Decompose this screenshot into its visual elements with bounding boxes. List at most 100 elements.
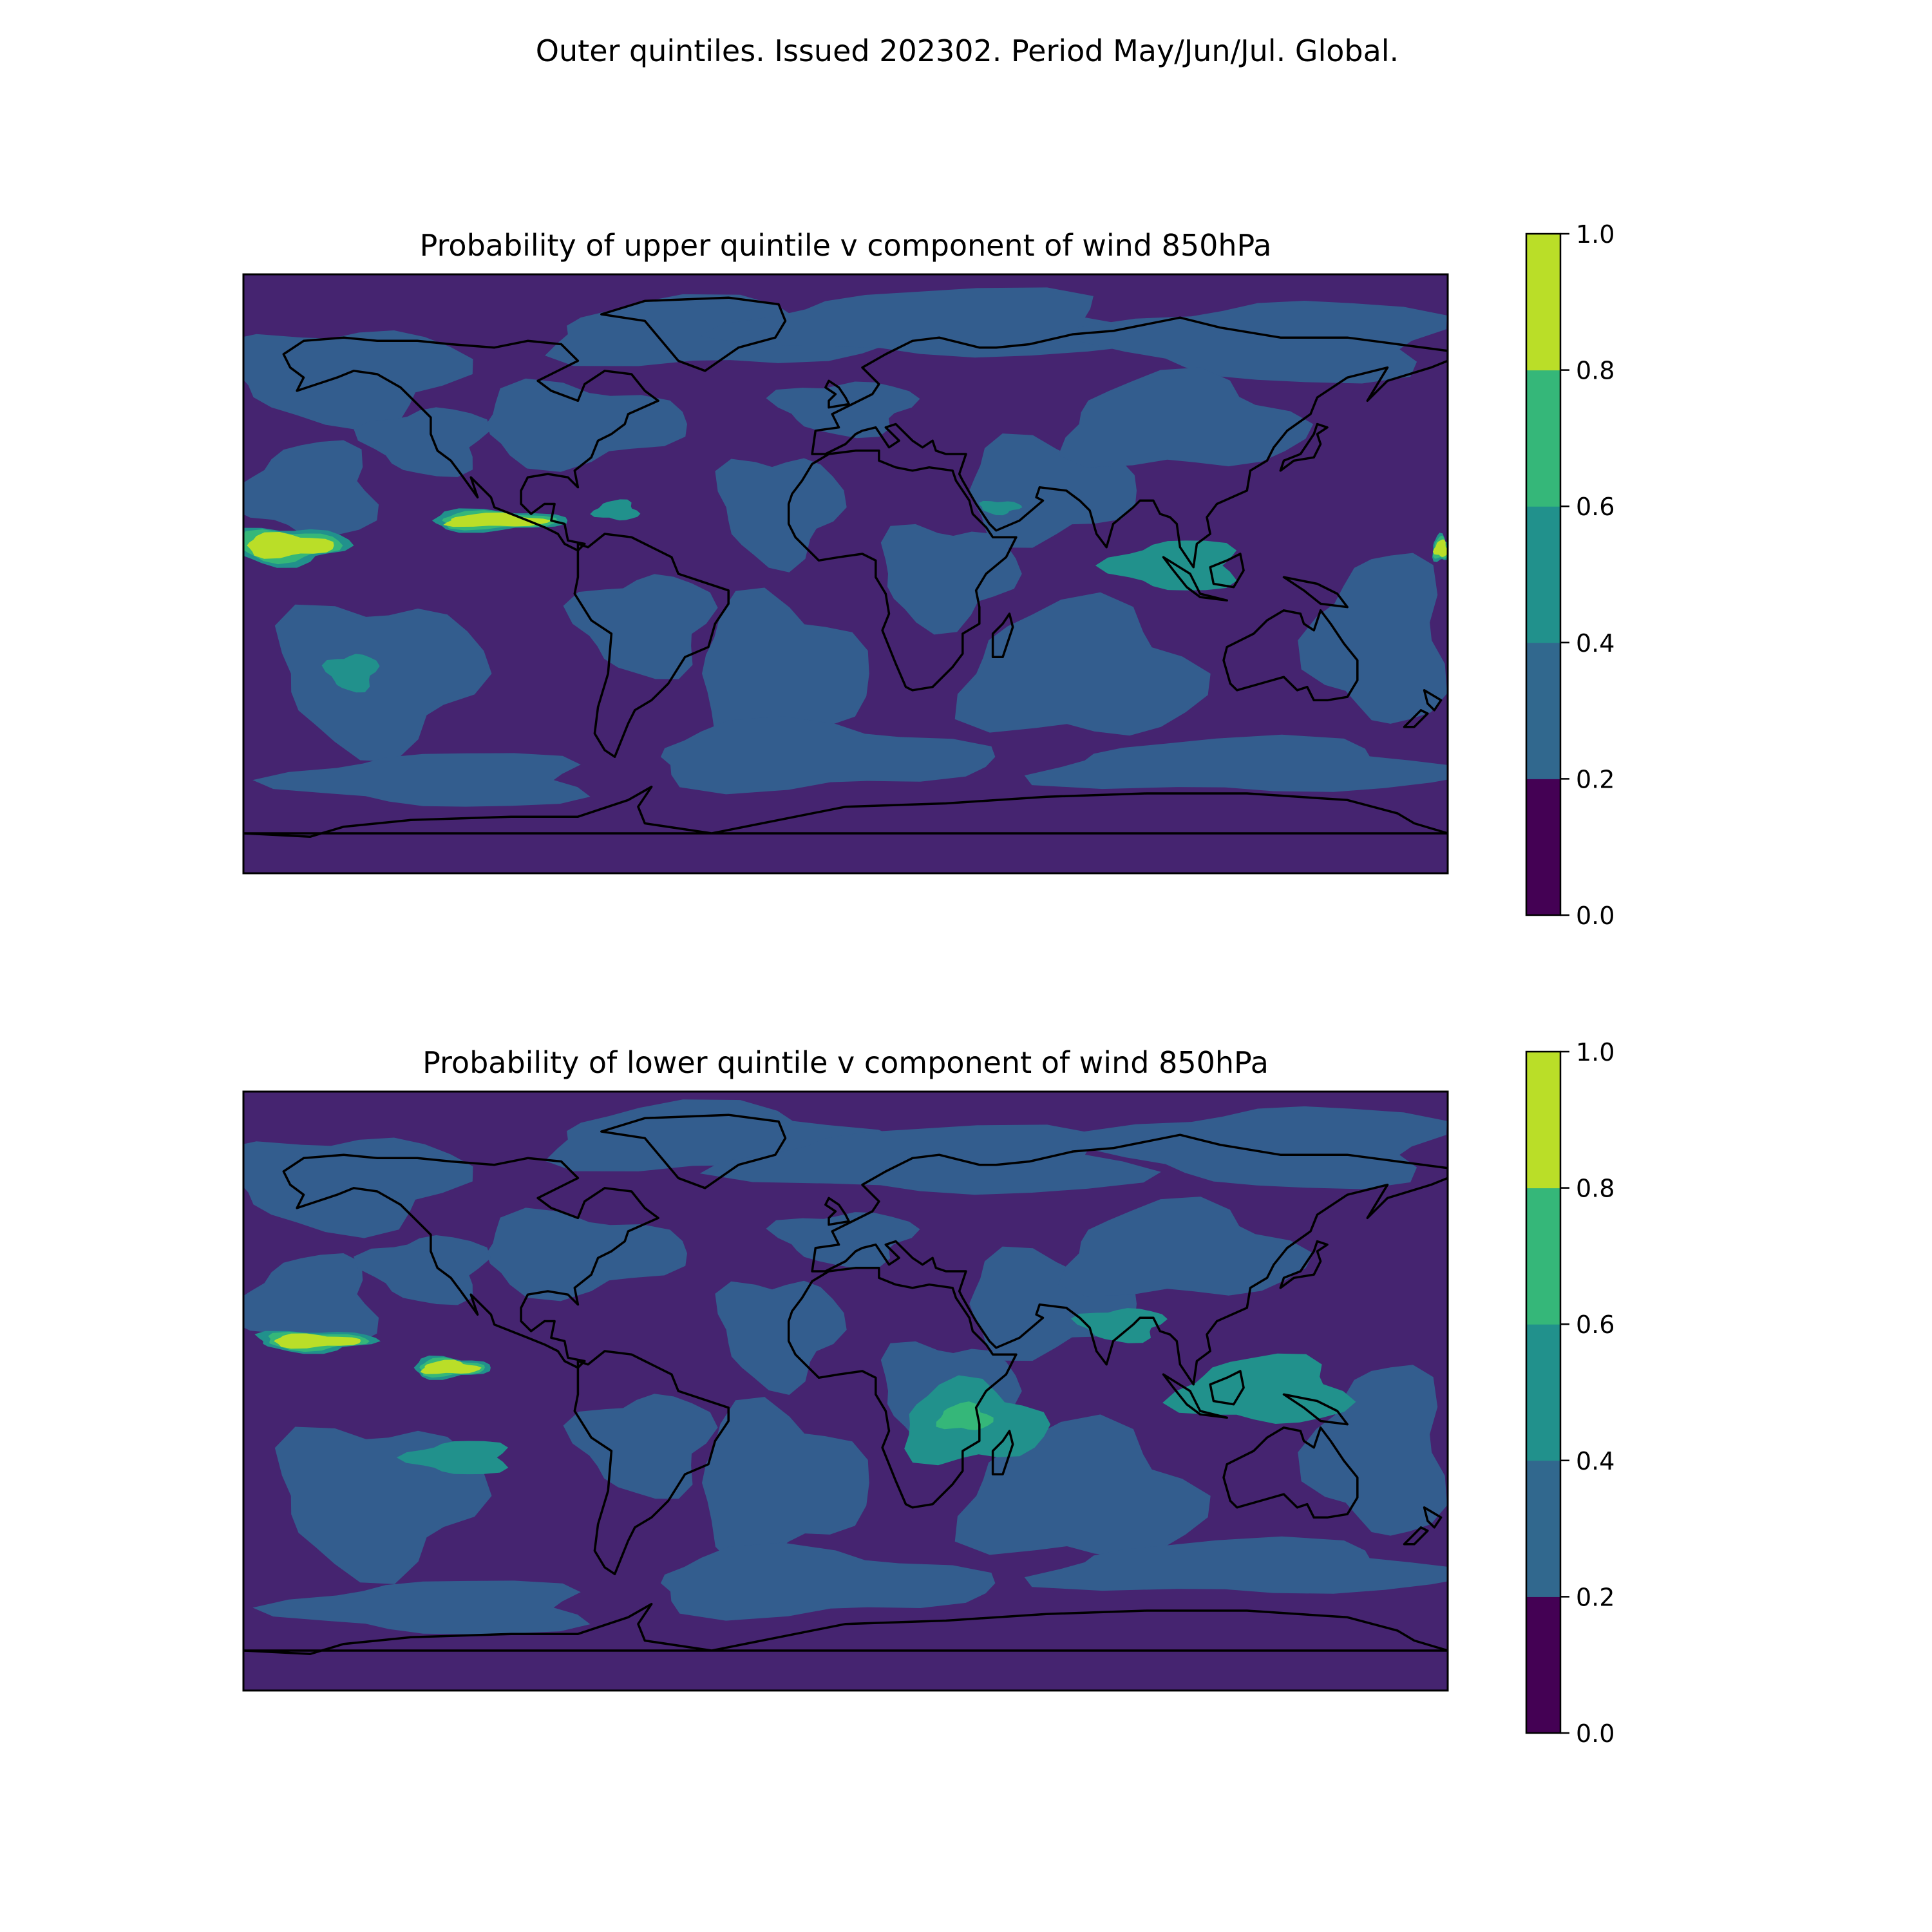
colorbar-tick-label: 0.4 [1576, 1447, 1615, 1475]
panel-lower-title: Probability of lower quintile v componen… [422, 1045, 1269, 1080]
field-level-1 [699, 1124, 1161, 1195]
field-level-1 [1024, 1536, 1448, 1594]
field-level-1 [1077, 301, 1447, 384]
colorbar-frame [1525, 1050, 1562, 1734]
field-level-1 [1058, 367, 1314, 468]
colorbar-segment [1526, 370, 1560, 507]
field-level-2 [979, 500, 1023, 516]
field-level-4 [274, 1333, 361, 1349]
coastline-africa [787, 1267, 1018, 1509]
panel-upper-title: Probability of upper quintile v componen… [420, 228, 1272, 263]
field-level-1 [486, 378, 687, 472]
field-level-1 [715, 1280, 847, 1395]
field-level-1 [954, 592, 1211, 736]
colorbar-tick-label: 0.0 [1576, 1719, 1615, 1748]
colorbar-tick-label: 0.0 [1576, 902, 1615, 930]
field-level-1 [1058, 1197, 1314, 1297]
coastlines [243, 296, 1448, 838]
colorbar-tick-label: 0.6 [1576, 493, 1615, 521]
field-level-4 [443, 512, 552, 527]
coastline-antarctica [243, 1602, 1448, 1655]
field-level-1 [354, 1235, 491, 1305]
field-level-1 [702, 587, 869, 758]
colorbar-tick-label: 1.0 [1576, 1038, 1615, 1066]
coastline-south-america [573, 1350, 730, 1575]
field-level-1 [563, 574, 718, 679]
coastline-eurasia [811, 316, 1448, 569]
field-level-2 [321, 654, 380, 693]
coastline-north-america [282, 1153, 659, 1369]
colorbar-segment [1526, 1052, 1560, 1189]
map-upper-frame [242, 273, 1449, 875]
field-level-2 [1162, 1353, 1356, 1424]
coastline-new-zealand_n [1423, 1506, 1443, 1529]
coastline-japan [1279, 1240, 1329, 1289]
coastline-madagascar [991, 1430, 1014, 1475]
coastline-eurasia [811, 1133, 1448, 1386]
coastline-indonesia [1162, 1373, 1228, 1419]
colorbar-segment [1526, 1460, 1560, 1597]
colorbar-segment [1526, 642, 1560, 779]
coastline-south-america [573, 533, 730, 758]
coastlines [243, 1113, 1448, 1655]
field-level-1 [252, 1580, 591, 1634]
colorbar-segment [1526, 1324, 1560, 1461]
coastline-borneo [1209, 1370, 1245, 1406]
coastline-africa [787, 450, 1018, 692]
coastline-borneo [1209, 553, 1245, 589]
colorbar-tick-label: 1.0 [1576, 220, 1615, 249]
colorbar-tick-label: 0.2 [1576, 765, 1615, 793]
panel-upper: Probability of upper quintile v componen… [242, 220, 1615, 930]
coastline-new-zealand_s [1403, 1526, 1429, 1546]
field-level-1 [243, 1253, 379, 1351]
colorbar-tick-label: 0.2 [1576, 1583, 1615, 1611]
colorbar-upper: 0.0 0.2 0.4 0.6 0.8 1.0 [1525, 220, 1615, 930]
coastline-uk [824, 379, 850, 409]
colorbar-segment [1526, 506, 1560, 643]
coastline-indonesia [1162, 556, 1228, 602]
coastline-madagascar [991, 612, 1014, 658]
map-field [243, 274, 1448, 873]
map-lower-frame [242, 1090, 1449, 1692]
coastline-australia [1222, 609, 1359, 702]
coastline-greenland [600, 296, 787, 372]
field-level-1 [274, 604, 492, 762]
field-level-1 [563, 1394, 718, 1499]
field-level-2 [590, 499, 641, 521]
coastline-antarctica [243, 785, 1448, 838]
coastline-new-zealand_s [1403, 709, 1429, 728]
field-level-4 [420, 1359, 482, 1374]
field-level-1 [252, 753, 591, 807]
field-level-2 [1095, 540, 1237, 591]
field-level-1 [880, 524, 1022, 635]
field-level-1 [243, 330, 473, 431]
figure-suptitle: Outer quintiles. Issued 202302. Period M… [536, 33, 1399, 68]
field-level-1 [1298, 553, 1448, 724]
coastline-uk [824, 1197, 850, 1226]
coastline-greenland [600, 1113, 787, 1189]
coastline-japan [1279, 422, 1329, 472]
coastline-new-guinea [1282, 576, 1349, 609]
coastline-australia [1222, 1426, 1359, 1519]
colorbar-segment [1526, 779, 1560, 916]
coastline-new-guinea [1282, 1393, 1349, 1426]
field-level-1 [660, 1542, 996, 1621]
field-level-1 [715, 458, 847, 573]
field-level-4 [1433, 539, 1448, 557]
colorbar-tick-label: 0.6 [1576, 1311, 1615, 1339]
map-field [243, 1092, 1448, 1690]
field-level-1 [660, 716, 996, 795]
map-upper [243, 274, 1448, 873]
map-lower [243, 1092, 1448, 1690]
colorbar-tick-label: 0.4 [1576, 629, 1615, 658]
colorbar-tick-label: 0.8 [1576, 1175, 1615, 1203]
colorbar-segment [1526, 1188, 1560, 1325]
field-level-1 [243, 440, 379, 538]
colorbar-tick-label: 0.8 [1576, 357, 1615, 385]
field-level-2 [396, 1441, 509, 1475]
colorbar-lower: 0.0 0.2 0.4 0.6 0.8 1.0 [1525, 1038, 1615, 1748]
field-level-1 [1024, 734, 1448, 792]
field-level-1 [354, 407, 491, 477]
colorbar-frame [1525, 232, 1562, 916]
